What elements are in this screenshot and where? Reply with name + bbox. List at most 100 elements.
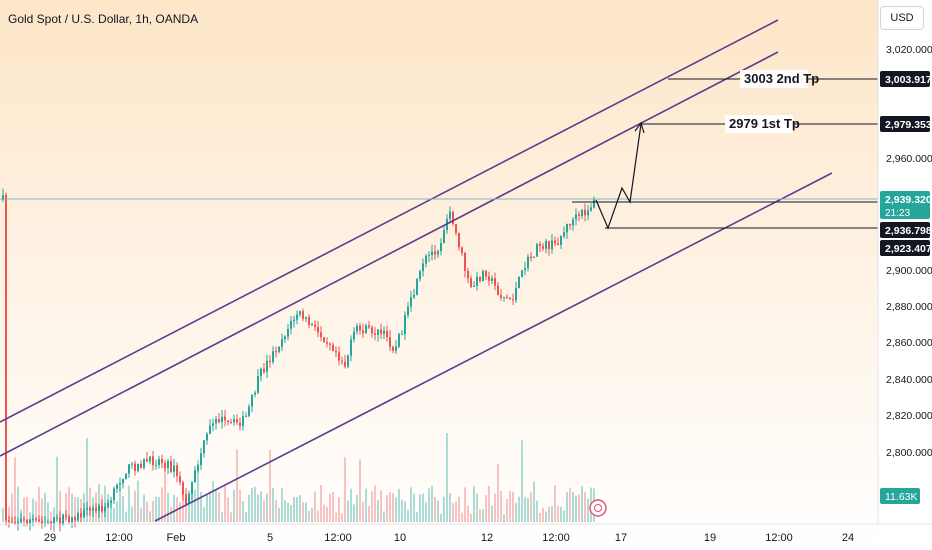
x-tick-label: 29 xyxy=(44,532,56,544)
candle-body xyxy=(284,336,286,340)
candle-body xyxy=(257,376,259,393)
candle-body xyxy=(134,463,136,471)
currency-button[interactable]: USD xyxy=(880,6,924,30)
volume-bar xyxy=(335,512,337,522)
candle-body xyxy=(536,244,538,257)
volume-bar xyxy=(227,497,229,522)
volume-bar xyxy=(461,512,463,522)
volume-bar xyxy=(359,459,361,522)
volume-bar xyxy=(368,505,370,522)
volume-bar xyxy=(68,487,70,522)
volume-bar xyxy=(11,493,13,522)
volume-bar xyxy=(41,498,43,522)
candle-body xyxy=(233,419,235,423)
candle-body xyxy=(464,253,466,271)
candle-body xyxy=(419,271,421,280)
volume-bar xyxy=(53,507,55,522)
x-tick-label: 12:00 xyxy=(542,532,570,544)
volume-bar xyxy=(77,497,79,522)
last-price-label xyxy=(880,191,930,219)
candle-body xyxy=(335,351,337,353)
volume-bar xyxy=(44,492,46,522)
volume-bar xyxy=(125,511,127,522)
candle-body xyxy=(473,285,475,287)
volume-bar xyxy=(353,504,355,522)
volume-bar xyxy=(554,485,556,522)
candle-body xyxy=(74,517,76,521)
candle-body xyxy=(380,329,382,334)
candle-body xyxy=(179,476,181,483)
candle-body xyxy=(575,214,577,220)
volume-bar xyxy=(233,489,235,522)
volume-bar xyxy=(575,495,577,522)
volume-bar xyxy=(32,498,34,522)
candle-body xyxy=(557,243,559,245)
volume-bar xyxy=(152,500,154,522)
candle-body xyxy=(401,333,403,335)
volume-bar xyxy=(320,484,322,522)
candle-body xyxy=(260,368,262,377)
volume-bar xyxy=(443,496,445,522)
volume-bar xyxy=(428,488,430,522)
candle-body xyxy=(542,246,544,249)
candle-body xyxy=(128,464,130,474)
candle-body xyxy=(122,478,124,484)
candle-body xyxy=(509,297,511,300)
volume-bar xyxy=(437,500,439,522)
candle-body xyxy=(590,207,592,211)
volume-bar xyxy=(446,433,448,522)
volume-bar xyxy=(548,506,550,522)
candle-body xyxy=(458,232,460,248)
volume-bar xyxy=(587,498,589,522)
candle-body xyxy=(239,422,241,427)
volume-bar xyxy=(374,485,376,522)
candle-body xyxy=(107,502,109,507)
volume-bar xyxy=(371,491,373,522)
volume-bar xyxy=(431,485,433,522)
candle-body xyxy=(377,329,379,335)
volume-bar xyxy=(134,490,136,522)
candle-body xyxy=(167,461,169,469)
volume-bar xyxy=(584,491,586,522)
volume-bar xyxy=(458,496,460,522)
candle-body xyxy=(533,256,535,258)
candle-body xyxy=(572,219,574,226)
y-tick-label: 2,840.000 xyxy=(886,374,932,386)
volume-bar xyxy=(380,490,382,522)
candle-body xyxy=(395,346,397,351)
replay-icon xyxy=(589,499,607,517)
volume-bar xyxy=(329,493,331,522)
volume-bar xyxy=(89,487,91,522)
candle-body xyxy=(344,361,346,367)
volume-bar xyxy=(413,493,415,522)
candle-body xyxy=(293,319,295,321)
candle-body xyxy=(230,421,232,423)
volume-bar xyxy=(119,486,121,522)
candle-body xyxy=(209,425,211,434)
volume-bar xyxy=(419,494,421,522)
candle-body xyxy=(350,339,352,356)
volume-bar xyxy=(515,502,517,522)
candle-body xyxy=(554,240,556,244)
replay-icon-ring xyxy=(589,499,607,517)
candle-body xyxy=(302,311,304,319)
volume-bar xyxy=(164,463,166,522)
volume-bar xyxy=(308,511,310,522)
volume-bar xyxy=(215,490,217,522)
candle-body xyxy=(341,360,343,362)
candle-body xyxy=(92,508,94,511)
candle-body xyxy=(263,368,265,372)
volume-bar xyxy=(332,491,334,522)
price-label xyxy=(880,222,930,238)
candle-body xyxy=(584,209,586,216)
volume-bar xyxy=(440,513,442,522)
volume-bar xyxy=(416,512,418,522)
candle-body xyxy=(593,199,595,208)
candle-body xyxy=(116,484,118,489)
candle-body xyxy=(506,297,508,299)
y-tick-label: 3,020.000 xyxy=(886,44,932,56)
volume-bar xyxy=(290,505,292,522)
volume-bar xyxy=(473,485,475,522)
